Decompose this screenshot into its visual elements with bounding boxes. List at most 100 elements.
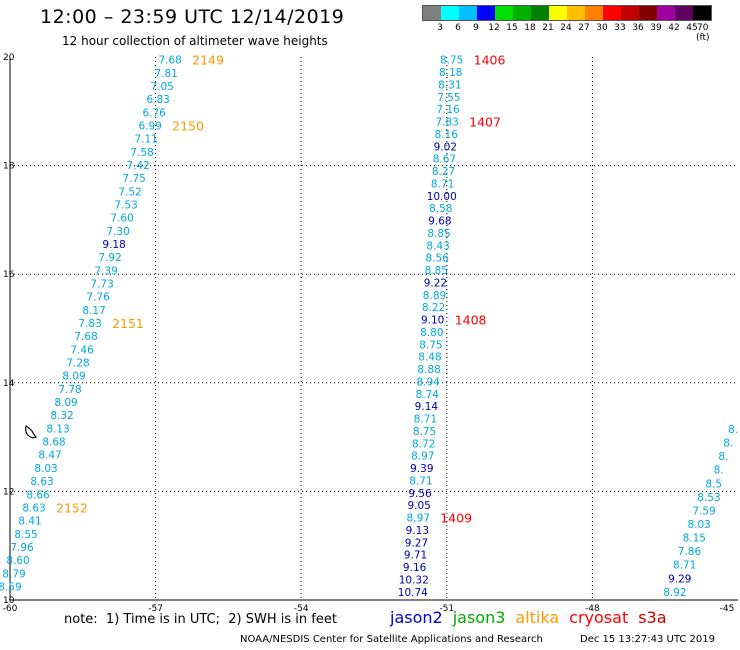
wave-height-label: 7.75 <box>122 173 145 185</box>
legend-swatch <box>585 6 603 20</box>
legend-swatch <box>675 6 693 20</box>
wave-height-label: 8.32 <box>50 410 73 422</box>
wave-height-label: 7.28 <box>66 358 89 370</box>
wave-height-label: 10.74 <box>398 587 428 599</box>
wave-height-label: 8.56 <box>426 253 450 265</box>
wave-height-label: 8.67 <box>433 154 456 166</box>
legend-tick-label: 24 <box>560 23 572 33</box>
wave-height-label: 7.68 <box>158 55 181 67</box>
color-legend: 3 6 9 12 15 18 21 24 27 30 33 36 39 42 45 70 (ft) <box>422 5 712 43</box>
satellite-altika: altika <box>515 608 560 627</box>
wave-height-label: 8.94 <box>416 376 440 388</box>
pass-time-label: 1406 <box>474 53 506 68</box>
legend-tick-label: 9 <box>473 23 479 33</box>
wave-height-label: 8.71 <box>409 475 432 487</box>
wave-height-label: 7.83 <box>78 318 101 330</box>
wave-height-label: 7.39 <box>94 265 117 277</box>
wave-height-label: 8.75 <box>440 55 463 67</box>
satellite-cryosat: cryosat <box>569 608 629 627</box>
wave-height-label: 8.92 <box>663 587 686 599</box>
wave-height-label: 8.18 <box>439 67 462 79</box>
wave-height-label: 9.14 <box>415 401 439 413</box>
satellite-jason3: jason3 <box>452 608 506 627</box>
pass-time-label: 2149 <box>192 53 224 68</box>
legend-swatch <box>693 6 711 20</box>
wave-height-label: 8.88 <box>417 364 440 376</box>
wave-height-label: 8.85 <box>427 228 450 240</box>
x-tick-label: -54 <box>294 604 309 614</box>
chart-title: 12:00 – 23:59 UTC 12/14/2019 <box>40 6 345 28</box>
wave-height-label: 8.66 <box>26 489 50 501</box>
wave-height-label: 8.03 <box>34 463 57 475</box>
wave-height-label: 7.55 <box>437 92 460 104</box>
pass-time-label: 1408 <box>455 313 487 328</box>
satellite-s3a: s3a <box>638 608 667 627</box>
y-tick-label: 14 <box>3 379 15 389</box>
legend-tick-label: 18 <box>524 23 536 33</box>
wave-height-label: 9.22 <box>424 277 447 289</box>
legend-swatch <box>639 6 657 20</box>
legend-tick-label: 15 <box>506 23 518 33</box>
legend-labels: 3 6 9 12 15 18 21 24 27 30 33 36 39 42 45 70 (ft) <box>422 23 712 43</box>
wave-height-label: 8.22 <box>422 302 445 314</box>
x-tick-label: -60 <box>3 604 18 614</box>
wave-height-label: 7.76 <box>86 292 110 304</box>
wave-height-label: 8.97 <box>407 513 430 525</box>
wave-height-label: 7.86 <box>678 546 702 558</box>
legend-swatch <box>657 6 675 20</box>
wave-height-label: 8.80 <box>420 327 443 339</box>
wave-height-label: 7.59 <box>692 505 715 517</box>
wave-height-label: 7.81 <box>154 68 177 80</box>
wave-height-label: 8. <box>723 438 733 450</box>
legend-swatch <box>513 6 531 20</box>
wave-height-label: 8.59 <box>0 581 22 593</box>
wave-height-label: 8.72 <box>412 438 435 450</box>
wave-height-label: 8.60 <box>6 555 29 567</box>
wave-height-label: 8.68 <box>42 437 65 449</box>
legend-swatch <box>495 6 513 20</box>
wave-height-label: 8.85 <box>425 265 448 277</box>
wave-height-label: 7.11 <box>134 134 157 146</box>
wave-height-label: 8.03 <box>687 519 710 531</box>
legend-swatch <box>603 6 621 20</box>
legend-swatch <box>567 6 585 20</box>
wave-height-label: 8.16 <box>435 129 459 141</box>
wave-height-label: 8. <box>718 451 728 463</box>
wave-height-label: 7.60 <box>110 213 133 225</box>
legend-swatch <box>549 6 567 20</box>
legend-tick-label: 45 <box>686 23 698 33</box>
y-tick-label: 20 <box>3 53 15 63</box>
legend-tick-label: 39 <box>650 23 662 33</box>
legend-tick-label: 6 <box>455 23 461 33</box>
legend-tick-label: 30 <box>596 23 608 33</box>
wave-height-label: 7.58 <box>130 147 153 159</box>
wave-height-label: 7.05 <box>150 81 173 93</box>
wave-height-label: 8.97 <box>411 451 434 463</box>
legend-swatch <box>531 6 549 20</box>
wave-height-label: 8.71 <box>673 560 696 572</box>
wave-height-label: 7.30 <box>106 226 129 238</box>
legend-swatch <box>459 6 477 20</box>
pass-time-label: 2151 <box>112 316 144 331</box>
wave-height-label: 8.47 <box>38 450 61 462</box>
chart-note: note: 1) Time is in UTC; 2) SWH is in fe… <box>64 612 337 627</box>
y-tick-label: 18 <box>3 162 15 172</box>
wave-height-label: 8.71 <box>414 414 437 426</box>
y-tick-label: 10 <box>3 596 15 606</box>
legend-swatches <box>422 5 712 21</box>
wave-height-label: 10.32 <box>399 574 429 586</box>
wave-height-label: 7.83 <box>435 117 458 129</box>
wave-height-label: 6.76 <box>142 107 166 119</box>
x-tick-label: -48 <box>585 604 600 614</box>
legend-swatch <box>621 6 639 20</box>
credit-line: NOAA/NESDIS Center for Satellite Applica… <box>240 634 543 645</box>
wave-height-label: 9.27 <box>405 537 428 549</box>
wave-height-label: 9.56 <box>408 488 432 500</box>
wave-height-label: 7.16 <box>436 104 460 116</box>
wave-height-label: 8.5 <box>705 478 722 490</box>
wave-height-label: 8.48 <box>418 352 441 364</box>
wave-height-label: 8.09 <box>54 397 77 409</box>
legend-swatch <box>423 6 441 20</box>
wave-height-label: 8.58 <box>429 203 452 215</box>
wave-height-label: 8.79 <box>2 568 25 580</box>
